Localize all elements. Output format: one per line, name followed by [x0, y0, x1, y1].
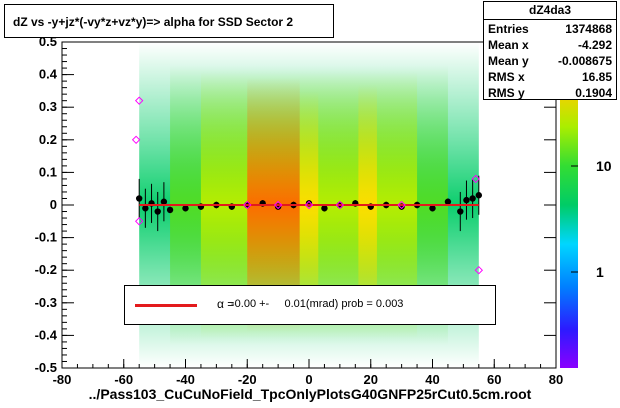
x-tick-label: 20	[364, 372, 378, 387]
y-tick-label: 0.2	[39, 132, 57, 147]
y-tick-label: -0.5	[35, 360, 57, 375]
legend-fit-line	[135, 304, 197, 307]
profile-point	[444, 198, 452, 205]
y-tick-label: -0.3	[35, 295, 57, 310]
mean-point	[397, 200, 406, 210]
stats-value: 16.85	[581, 70, 612, 84]
profile-point	[142, 205, 149, 212]
profile-point	[463, 196, 470, 204]
y-tick-label: 0.3	[39, 99, 57, 114]
stats-value: -0.008675	[557, 54, 612, 68]
x-tick-label: -20	[238, 372, 257, 387]
x-tick-label: 60	[487, 372, 501, 387]
x-tick-label: 80	[549, 372, 563, 387]
stats-row-rms-y: RMS y 0.1904	[488, 85, 612, 101]
profile-point	[160, 198, 168, 205]
mean-point	[335, 200, 345, 210]
stats-label: RMS x	[488, 70, 525, 84]
x-tick-label: -60	[114, 372, 133, 387]
x-tick-label: 0	[305, 372, 312, 387]
profile-point	[475, 192, 483, 199]
stats-box: dZ4da3 Entries 1374868 Mean x -4.292 Mea…	[483, 1, 617, 100]
stats-row-mean-y: Mean y -0.008675	[488, 53, 612, 69]
profile-point	[166, 206, 174, 214]
chart-title-box: dZ vs -y+jz*(-vy*z+vz*y)=> alpha for SSD…	[4, 4, 334, 38]
z-tick-label: 1	[596, 264, 604, 280]
profile-point	[135, 195, 143, 202]
mean-point	[131, 135, 141, 145]
chart-title: dZ vs -y+jz*(-vy*z+vz*y)=> alpha for SSD…	[13, 15, 294, 29]
stats-title: dZ4da3	[484, 2, 616, 20]
y-tick-label: 0	[50, 197, 57, 212]
mean-point	[304, 200, 314, 210]
y-tick-label: 0.4	[39, 67, 58, 82]
x-tick-label: -40	[176, 372, 195, 387]
mean-point	[134, 96, 144, 105]
z-tick-label: 10	[596, 158, 612, 174]
x-tick-label: 40	[425, 372, 439, 387]
x-tick-label: -80	[53, 372, 72, 387]
y-tick-label: 0.1	[39, 164, 57, 179]
mean-point	[273, 200, 283, 210]
profile-point	[457, 208, 464, 215]
stats-value: 0.1904	[575, 86, 612, 100]
stats-row-mean-x: Mean x -4.292	[488, 37, 612, 53]
legend-text: -0.00 +- 0.01(mrad) prob = 0.003	[231, 298, 404, 310]
profile-point	[429, 205, 436, 212]
axis-layer: -80 -60 -40 -20 0 20 40 60 80 -0.5 -0.4 -0.3 -0.2 -0.…	[35, 34, 564, 387]
stats-label: Entries	[488, 22, 529, 36]
x-axis-label: ../Pass103_CuCuNoField_TpcOnlyPlotsG40GN…	[88, 386, 532, 402]
stats-label: RMS y	[488, 86, 525, 100]
mean-point	[471, 174, 480, 184]
legend-symbol: α =	[217, 297, 235, 311]
y-tick-label: -0.4	[35, 327, 58, 342]
mean-point	[243, 200, 252, 210]
y-tick-label: -0.2	[35, 262, 57, 277]
stats-row-entries: Entries 1374868	[488, 21, 612, 37]
profile-point	[321, 205, 328, 212]
y-tick-label: -0.1	[35, 230, 57, 245]
stats-label: Mean x	[488, 38, 529, 52]
mean-point	[134, 217, 144, 226]
color-scale	[560, 42, 578, 368]
stats-value: -4.292	[577, 38, 612, 52]
marker-layer	[131, 96, 484, 275]
profile-point	[182, 205, 189, 212]
stats-value: 1374868	[565, 22, 612, 36]
fit-legend: α = -0.00 +- 0.01(mrad) prob = 0.003	[124, 285, 496, 325]
profile-point	[469, 195, 476, 202]
mean-point	[474, 265, 484, 275]
stats-label: Mean y	[488, 54, 529, 68]
stats-row-rms-x: RMS x 16.85	[488, 69, 612, 85]
profile-point	[154, 208, 161, 215]
